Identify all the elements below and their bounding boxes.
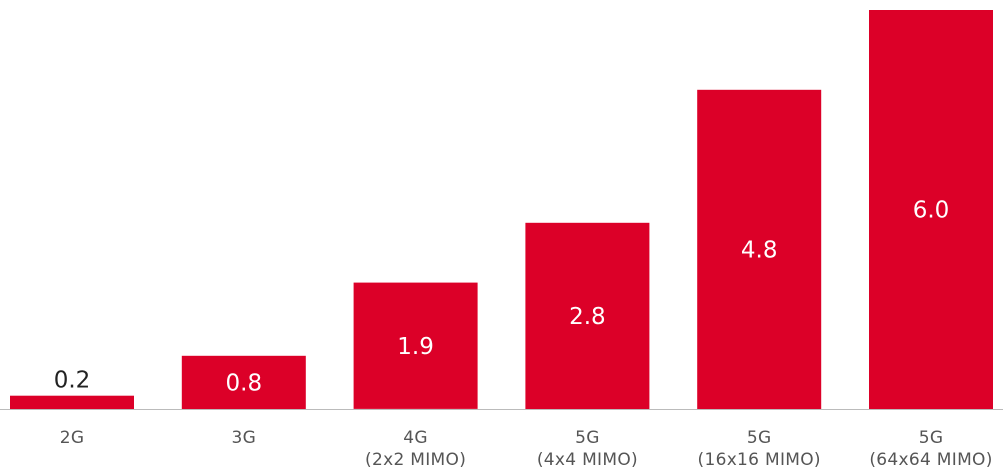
bar-value-label-1: 0.8: [226, 370, 263, 396]
bar-value-label-3: 2.8: [569, 304, 606, 330]
bar-value-label-4: 4.8: [741, 237, 778, 263]
bar-5: [869, 10, 993, 409]
bar-4: [697, 89, 822, 410]
x-tick-label-0: 2G: [60, 428, 85, 448]
bar-value-label-5: 6.0: [913, 198, 950, 224]
bar-3: [525, 222, 650, 409]
bar-0: [10, 395, 134, 409]
bars-layer: [10, 10, 993, 410]
value-labels-layer: 0.2 0.8 1.9 2.8 4.8 6.0: [54, 198, 950, 397]
x-tick-label-1: 3G: [232, 428, 257, 448]
bar-value-label-0: 0.2: [54, 368, 91, 394]
bar-2: [353, 282, 478, 409]
x-tick-label-4: 5G (16x16 MIMO): [698, 428, 821, 470]
bar-value-label-2: 1.9: [397, 334, 434, 360]
bar-1: [181, 355, 306, 409]
x-tick-label-5: 5G (64x64 MIMO): [869, 428, 992, 470]
x-tick-label-3: 5G (4x4 MIMO): [537, 428, 638, 470]
x-axis-tick-labels: 2G 3G 4G (2x2 MIMO) 5G (4x4 MIMO) 5G (16x16 MIM…: [60, 428, 993, 470]
x-tick-label-2: 4G (2x2 MIMO): [365, 428, 466, 470]
